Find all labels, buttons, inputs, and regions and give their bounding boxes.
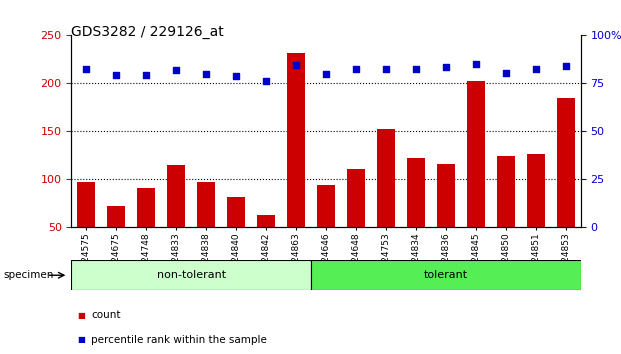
Bar <box>467 81 485 227</box>
Bar <box>377 129 395 227</box>
Text: non-tolerant: non-tolerant <box>156 270 226 280</box>
Point <box>381 66 391 72</box>
Bar <box>407 158 425 227</box>
Text: ■: ■ <box>78 310 86 320</box>
Bar <box>78 182 96 227</box>
Bar <box>227 197 245 227</box>
Bar <box>556 97 574 227</box>
Point <box>351 66 361 72</box>
Point <box>81 66 91 72</box>
Point <box>231 73 241 78</box>
Text: GDS3282 / 229126_at: GDS3282 / 229126_at <box>71 25 224 39</box>
Point <box>111 72 121 78</box>
Bar <box>167 165 185 227</box>
Point <box>261 79 271 84</box>
Point <box>321 71 331 76</box>
Point <box>441 64 451 70</box>
Text: count: count <box>91 310 121 320</box>
Text: tolerant: tolerant <box>424 270 468 280</box>
Bar <box>317 185 335 227</box>
Point <box>291 62 301 68</box>
Bar <box>107 206 125 227</box>
Bar <box>497 156 515 227</box>
Text: percentile rank within the sample: percentile rank within the sample <box>91 335 267 345</box>
Point <box>171 67 181 73</box>
Bar <box>71 260 311 290</box>
Point <box>411 66 421 72</box>
Text: specimen: specimen <box>3 270 53 280</box>
Point <box>531 66 541 72</box>
Point <box>561 63 571 69</box>
Point <box>501 70 510 75</box>
Point <box>142 72 152 78</box>
Point <box>471 61 481 67</box>
Point <box>201 71 211 76</box>
Bar <box>347 169 365 227</box>
Bar <box>311 260 581 290</box>
Bar <box>197 182 215 227</box>
Bar <box>287 53 305 227</box>
Text: ■: ■ <box>78 335 86 344</box>
Bar <box>437 164 455 227</box>
Bar <box>257 215 275 227</box>
Bar <box>527 154 545 227</box>
Bar <box>137 188 155 227</box>
